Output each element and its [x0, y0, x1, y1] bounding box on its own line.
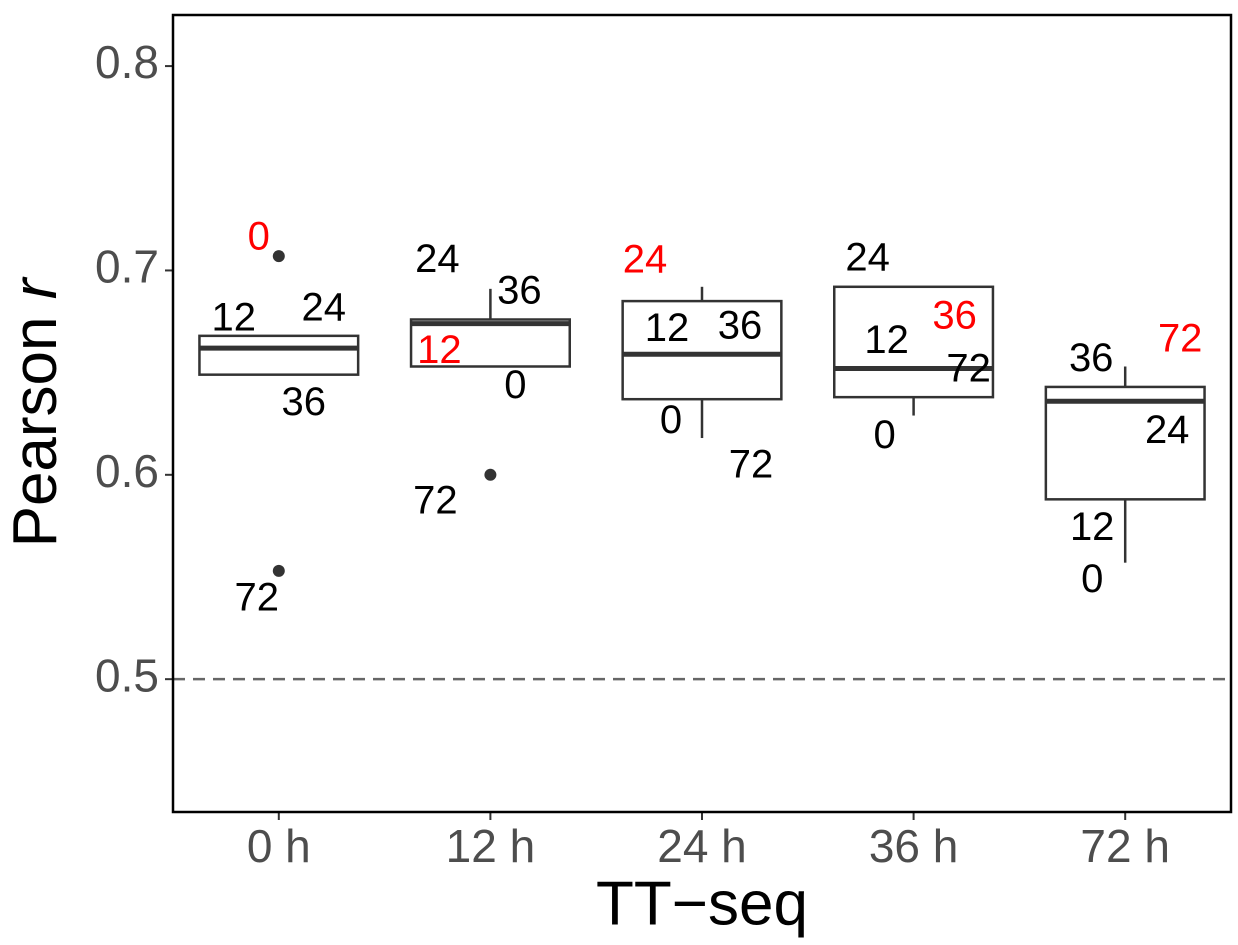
point-label: 0	[660, 398, 682, 442]
point-label: 72	[946, 347, 991, 391]
y-axis-title: Pearson r	[1, 276, 70, 547]
point-label: 24	[1145, 408, 1190, 452]
y-axis-title-text: Pearson	[1, 316, 70, 547]
y-axis-title-symbol: r	[1, 276, 70, 299]
point-label: 72	[729, 443, 774, 487]
point-label: 36	[497, 268, 542, 312]
point-label: 24	[623, 237, 668, 281]
x-tick-label: 36 h	[869, 820, 959, 872]
outlier	[272, 250, 285, 263]
point-label: 24	[415, 237, 460, 281]
point-label: 0	[873, 413, 895, 457]
point-label: 36	[1069, 336, 1114, 380]
point-label: 0	[1081, 557, 1103, 601]
plot-border	[171, 13, 1233, 814]
box	[198, 334, 360, 376]
point-label: 36	[718, 304, 763, 348]
point-label: 12	[212, 295, 257, 339]
point-label: 72	[1158, 316, 1203, 360]
box	[833, 285, 995, 399]
box	[409, 318, 571, 368]
point-label: 36	[932, 293, 977, 337]
point-label: 24	[845, 235, 890, 279]
y-tick-label: 0.5	[95, 649, 159, 701]
point-label: 12	[417, 328, 462, 372]
outlier	[272, 564, 285, 577]
point-label: 72	[413, 478, 458, 522]
point-label: 12	[864, 318, 909, 362]
box	[621, 299, 783, 401]
y-tick-label: 0.6	[95, 445, 159, 497]
point-label: 36	[282, 380, 327, 424]
x-tick-label: 72 h	[1080, 820, 1170, 872]
point-label: 0	[248, 215, 270, 259]
box	[1044, 385, 1206, 501]
y-tick-label: 0.8	[95, 36, 159, 88]
point-label: 12	[1070, 505, 1115, 549]
x-tick-label: 0 h	[247, 820, 311, 872]
point-label: 72	[235, 575, 280, 619]
x-tick-label: 24 h	[657, 820, 747, 872]
point-label: 24	[302, 286, 347, 330]
outlier	[484, 468, 497, 481]
y-tick-label: 0.7	[95, 241, 159, 293]
x-axis-title: TT−seq	[596, 869, 808, 938]
x-tick-label: 12 h	[446, 820, 536, 872]
point-label: 12	[645, 306, 690, 350]
point-label: 0	[504, 363, 526, 407]
